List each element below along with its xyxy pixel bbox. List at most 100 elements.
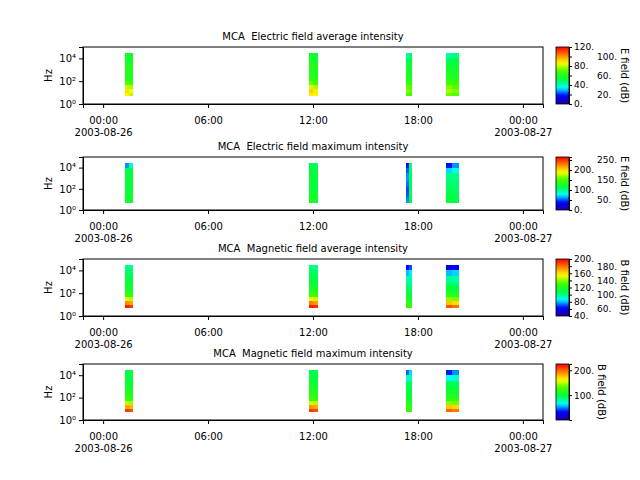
x-tick: 06:00 xyxy=(194,316,223,338)
cell xyxy=(409,168,412,174)
cell xyxy=(452,290,458,293)
cell xyxy=(446,265,452,270)
colorbar-tick-label: 200. xyxy=(574,366,594,376)
x-tick-label: 00:002003-08-26 xyxy=(75,221,133,244)
y-tick-mark xyxy=(79,398,83,399)
cell xyxy=(129,93,133,96)
cell xyxy=(446,270,452,276)
x-tick: 18:00 xyxy=(404,104,433,126)
x-tick-label: 12:00 xyxy=(299,327,328,338)
cell xyxy=(125,70,129,73)
cell xyxy=(125,196,129,199)
colorbar-tick: 40. xyxy=(569,80,588,90)
cell xyxy=(125,163,129,168)
cell xyxy=(446,401,452,405)
x-tick-mark xyxy=(103,420,104,424)
cell xyxy=(452,78,458,81)
y-tick: 10⁰ xyxy=(59,99,83,110)
cell xyxy=(406,64,409,69)
x-tick: 00:002003-08-27 xyxy=(494,316,552,350)
x-tick: 06:00 xyxy=(194,104,223,126)
plot-frame xyxy=(83,47,543,104)
y-tick: 10² xyxy=(59,184,83,195)
cell xyxy=(409,78,412,81)
x-axis: 00:002003-08-2606:0012:0018:0000:002003-… xyxy=(75,104,553,138)
x-tick-label: 00:002003-08-27 xyxy=(494,221,552,244)
x-tick-mark xyxy=(418,104,419,108)
cell xyxy=(409,270,412,276)
cell xyxy=(452,181,458,185)
panel-title: MCA Magnetic field maximum intensity xyxy=(213,348,413,359)
colorbar-tick-mark xyxy=(569,280,572,281)
cell xyxy=(309,401,313,405)
cell xyxy=(409,81,412,84)
cell xyxy=(125,290,129,293)
y-tick-mark xyxy=(79,210,83,211)
cell xyxy=(452,282,458,285)
colorbar-tick-label: 40. xyxy=(574,311,588,321)
cell xyxy=(125,405,129,408)
cell xyxy=(452,64,458,69)
y-tick-mark xyxy=(79,81,83,82)
cell xyxy=(129,276,133,281)
cell xyxy=(409,386,412,389)
colorbar-tick-mark xyxy=(569,104,572,105)
cell xyxy=(313,70,318,73)
y-tick: 10² xyxy=(59,392,83,403)
cell xyxy=(406,270,409,276)
colorbar-tick-mark xyxy=(569,273,572,274)
colorbar-tick-label: 200. xyxy=(574,165,594,175)
cell xyxy=(409,196,412,199)
colorbar-tick-mark xyxy=(569,316,572,317)
y-tick-label: 10² xyxy=(59,288,76,299)
cell xyxy=(313,293,318,296)
y-axis-title: Hz xyxy=(43,177,54,190)
cell xyxy=(309,265,313,270)
cell xyxy=(406,89,409,92)
cell xyxy=(446,370,452,375)
cell xyxy=(125,89,129,92)
cell xyxy=(309,85,313,90)
cell xyxy=(129,78,133,81)
x-tick-label: 06:00 xyxy=(194,327,223,338)
cell xyxy=(129,386,133,389)
x-tick: 12:00 xyxy=(299,420,328,442)
cell xyxy=(129,301,133,304)
y-axis-line xyxy=(79,158,84,211)
x-tick-mark xyxy=(523,420,524,424)
cell xyxy=(125,78,129,81)
panel: 00:002003-08-2606:0012:0018:0000:002003-… xyxy=(43,243,630,350)
cell xyxy=(452,196,458,199)
cell xyxy=(409,181,412,185)
y-axis-line xyxy=(79,365,84,421)
colorbar-tick: 150. xyxy=(569,175,617,185)
cell xyxy=(313,375,318,381)
cell xyxy=(406,199,409,202)
cell xyxy=(452,163,458,168)
cell xyxy=(446,285,452,290)
cell xyxy=(309,276,313,281)
cell xyxy=(446,390,452,394)
x-tick: 12:00 xyxy=(299,210,328,232)
cell xyxy=(309,73,313,78)
cell xyxy=(446,394,452,397)
y-tick-label: 10² xyxy=(59,76,76,87)
cell xyxy=(406,285,409,290)
y-axis: 10⁰10²10⁴ xyxy=(59,48,83,110)
cell xyxy=(129,398,133,401)
cell xyxy=(129,409,133,412)
x-tick: 00:002003-08-27 xyxy=(494,104,552,138)
colorbar-tick-label: 150. xyxy=(597,175,617,185)
panel: 00:002003-08-2606:0012:0018:0000:002003-… xyxy=(43,348,607,454)
cell xyxy=(446,192,452,196)
y-tick: 10⁴ xyxy=(59,265,83,276)
cell xyxy=(129,297,133,302)
cell xyxy=(452,401,458,405)
cell xyxy=(129,394,133,397)
cell xyxy=(446,386,452,389)
cell xyxy=(409,186,412,189)
cell xyxy=(446,405,452,408)
cell xyxy=(309,199,313,202)
cell xyxy=(446,305,452,308)
colorbar-axis-line xyxy=(570,48,573,105)
